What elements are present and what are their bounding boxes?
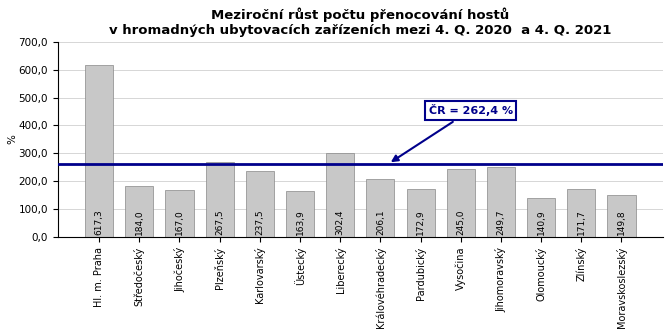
Text: 184,0: 184,0 — [135, 209, 144, 234]
Bar — [125, 186, 153, 237]
Y-axis label: %: % — [7, 134, 17, 144]
Text: 172,9: 172,9 — [416, 209, 425, 234]
Bar — [407, 189, 435, 237]
Text: 245,0: 245,0 — [456, 209, 465, 234]
Bar — [527, 198, 555, 237]
Text: 206,1: 206,1 — [376, 209, 385, 234]
Bar — [447, 169, 475, 237]
Title: Meziroční růst počtu přenocování hostů
v hromadných ubytovacích zařízeních mezi : Meziroční růst počtu přenocování hostů v… — [109, 7, 612, 37]
Bar — [165, 190, 194, 237]
Bar — [326, 153, 354, 237]
Bar — [206, 162, 234, 237]
Text: 249,7: 249,7 — [496, 209, 505, 234]
Text: 267,5: 267,5 — [215, 209, 224, 234]
Text: ČR = 262,4 %: ČR = 262,4 % — [393, 104, 513, 161]
Bar — [85, 65, 113, 237]
Bar — [366, 180, 395, 237]
Text: 163,9: 163,9 — [295, 209, 305, 234]
Text: 149,8: 149,8 — [617, 209, 626, 234]
Text: 167,0: 167,0 — [175, 209, 184, 234]
Text: 617,3: 617,3 — [94, 209, 104, 234]
Bar — [567, 189, 596, 237]
Text: 237,5: 237,5 — [255, 209, 265, 234]
Bar — [286, 191, 314, 237]
Bar — [608, 195, 636, 237]
Text: 302,4: 302,4 — [336, 209, 345, 234]
Bar — [487, 167, 515, 237]
Text: 171,7: 171,7 — [577, 209, 586, 234]
Text: 140,9: 140,9 — [537, 209, 545, 234]
Bar — [246, 171, 274, 237]
